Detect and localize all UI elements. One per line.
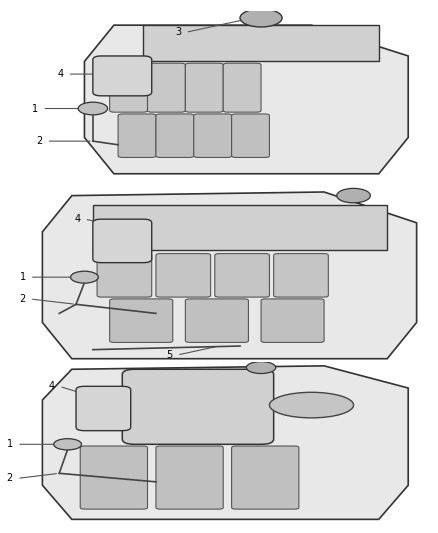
Circle shape: [246, 361, 276, 374]
FancyBboxPatch shape: [223, 63, 261, 112]
FancyBboxPatch shape: [232, 446, 299, 509]
FancyBboxPatch shape: [118, 114, 156, 157]
Circle shape: [240, 9, 282, 27]
Text: 2: 2: [36, 136, 42, 146]
FancyBboxPatch shape: [76, 386, 131, 431]
Text: 4: 4: [49, 381, 55, 391]
Polygon shape: [143, 25, 379, 61]
FancyBboxPatch shape: [185, 299, 248, 342]
FancyBboxPatch shape: [80, 446, 148, 509]
FancyBboxPatch shape: [110, 63, 148, 112]
FancyBboxPatch shape: [122, 369, 274, 445]
FancyBboxPatch shape: [156, 114, 194, 157]
FancyBboxPatch shape: [274, 254, 328, 297]
Text: 1: 1: [7, 439, 13, 449]
Text: 4: 4: [74, 214, 80, 224]
FancyBboxPatch shape: [110, 299, 173, 342]
Text: 1: 1: [32, 103, 38, 114]
Text: 3: 3: [175, 27, 181, 37]
Text: 4: 4: [57, 69, 64, 79]
Circle shape: [337, 188, 371, 203]
Circle shape: [78, 102, 108, 115]
Text: 1: 1: [19, 272, 25, 282]
FancyBboxPatch shape: [93, 219, 152, 263]
FancyBboxPatch shape: [93, 56, 152, 96]
FancyBboxPatch shape: [148, 63, 185, 112]
Circle shape: [71, 271, 98, 283]
FancyBboxPatch shape: [261, 299, 324, 342]
Polygon shape: [93, 205, 387, 250]
FancyBboxPatch shape: [97, 254, 152, 297]
Text: 5: 5: [166, 350, 173, 360]
Text: 2: 2: [19, 294, 25, 304]
FancyBboxPatch shape: [156, 254, 211, 297]
Circle shape: [54, 439, 81, 450]
Text: 2: 2: [7, 473, 13, 483]
FancyBboxPatch shape: [194, 114, 232, 157]
Ellipse shape: [269, 392, 353, 418]
FancyBboxPatch shape: [232, 114, 269, 157]
FancyBboxPatch shape: [156, 446, 223, 509]
FancyBboxPatch shape: [215, 254, 269, 297]
FancyBboxPatch shape: [185, 63, 223, 112]
Polygon shape: [42, 366, 408, 519]
Polygon shape: [42, 192, 417, 359]
Polygon shape: [85, 25, 408, 174]
